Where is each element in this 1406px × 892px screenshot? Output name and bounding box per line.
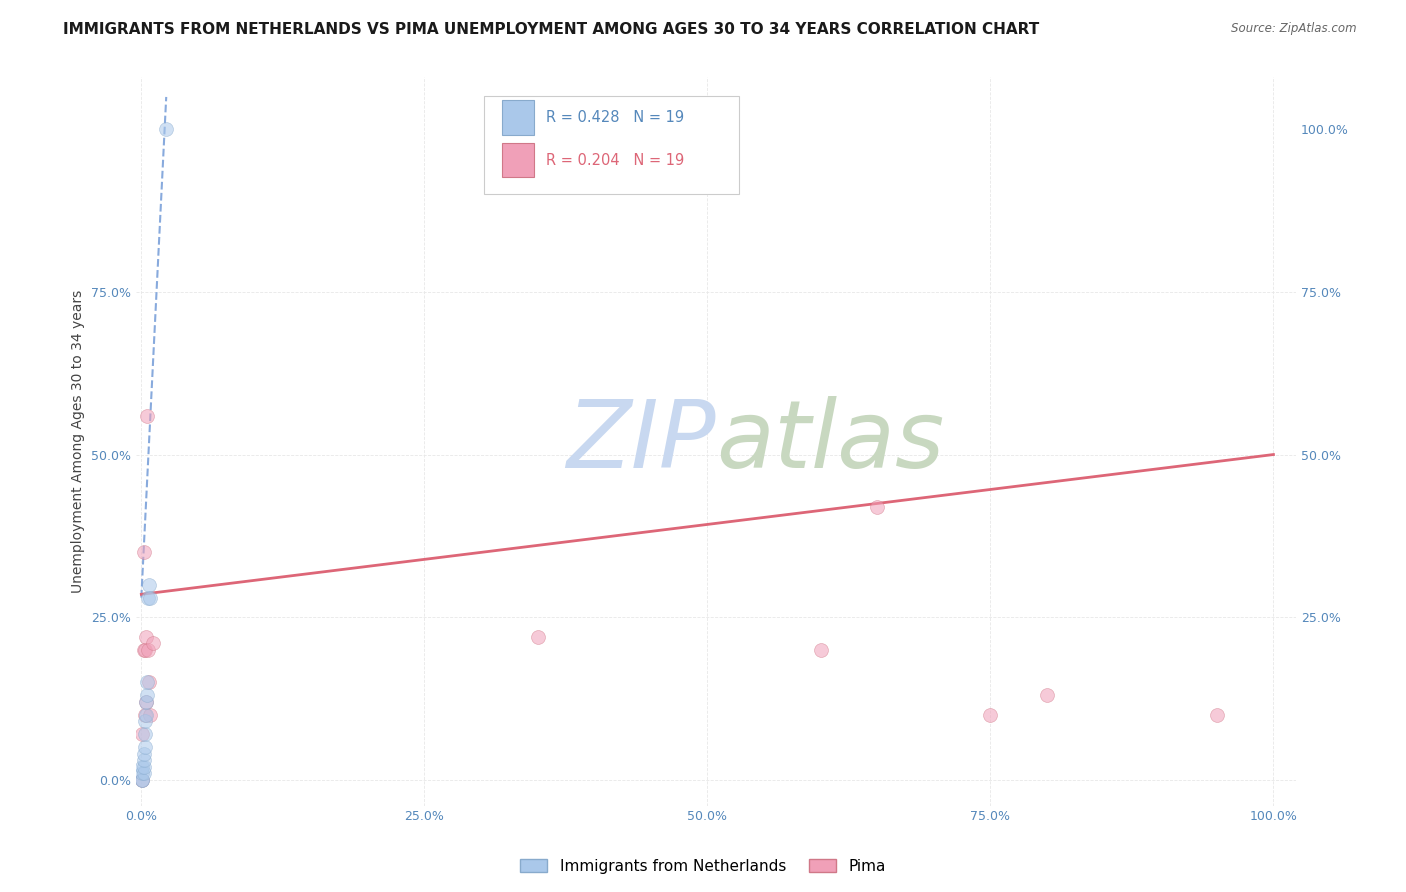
- Point: [134, 727, 156, 741]
- Point: [136, 409, 159, 423]
- Legend: Immigrants from Netherlands, Pima: Immigrants from Netherlands, Pima: [513, 853, 893, 880]
- Point: [132, 753, 155, 767]
- Text: Source: ZipAtlas.com: Source: ZipAtlas.com: [1232, 22, 1357, 36]
- Point: [135, 707, 157, 722]
- Point: [135, 695, 157, 709]
- Text: R = 0.428   N = 19: R = 0.428 N = 19: [547, 110, 685, 125]
- Point: [136, 591, 159, 605]
- Point: [132, 747, 155, 761]
- Point: [135, 630, 157, 644]
- Point: [131, 727, 153, 741]
- Point: [142, 636, 165, 650]
- FancyBboxPatch shape: [502, 101, 534, 135]
- Point: [1205, 707, 1227, 722]
- Point: [1036, 688, 1059, 702]
- Point: [810, 642, 832, 657]
- Point: [136, 642, 159, 657]
- Point: [131, 759, 153, 773]
- Point: [138, 577, 160, 591]
- Point: [979, 707, 1001, 722]
- FancyBboxPatch shape: [502, 143, 534, 178]
- Point: [139, 707, 162, 722]
- Text: R = 0.204   N = 19: R = 0.204 N = 19: [547, 153, 685, 168]
- Point: [135, 695, 157, 709]
- Point: [155, 122, 177, 136]
- Text: ZIP: ZIP: [567, 396, 716, 487]
- Point: [132, 759, 155, 773]
- Point: [139, 591, 162, 605]
- Point: [134, 642, 156, 657]
- Point: [132, 766, 155, 780]
- Point: [136, 688, 159, 702]
- Point: [131, 772, 153, 787]
- Y-axis label: Unemployment Among Ages 30 to 34 years: Unemployment Among Ages 30 to 34 years: [72, 290, 86, 593]
- Point: [136, 675, 159, 690]
- Point: [132, 545, 155, 559]
- Point: [132, 642, 155, 657]
- Point: [526, 630, 548, 644]
- Point: [134, 707, 156, 722]
- Point: [131, 766, 153, 780]
- Point: [134, 714, 156, 728]
- Point: [131, 772, 153, 787]
- Point: [131, 772, 153, 787]
- FancyBboxPatch shape: [484, 95, 740, 194]
- Text: IMMIGRANTS FROM NETHERLANDS VS PIMA UNEMPLOYMENT AMONG AGES 30 TO 34 YEARS CORRE: IMMIGRANTS FROM NETHERLANDS VS PIMA UNEM…: [63, 22, 1039, 37]
- Point: [134, 740, 156, 755]
- Point: [866, 500, 889, 514]
- Point: [138, 675, 160, 690]
- Text: atlas: atlas: [716, 396, 943, 487]
